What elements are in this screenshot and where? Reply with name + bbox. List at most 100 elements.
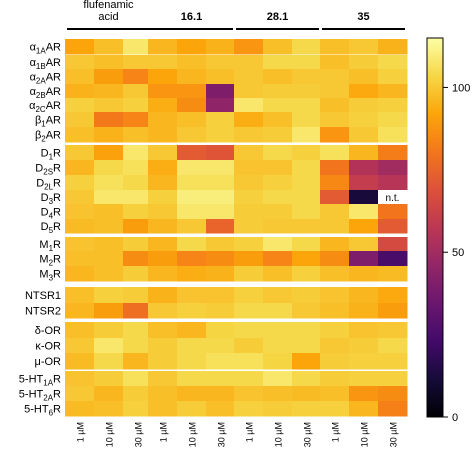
colorbar-tick-label: 0 bbox=[452, 412, 458, 424]
heatmap-cell bbox=[292, 204, 322, 220]
heatmap-cell bbox=[263, 175, 293, 191]
heatmap-cell bbox=[349, 98, 379, 113]
heatmap-cell bbox=[177, 127, 207, 143]
group-label: 35 bbox=[357, 11, 369, 23]
heatmap-cell bbox=[234, 322, 264, 339]
heatmap-cell bbox=[206, 145, 236, 161]
heatmap-cell bbox=[349, 371, 379, 387]
heatmap-cell bbox=[292, 160, 322, 176]
heatmap-cell bbox=[94, 287, 124, 304]
heatmap-cell bbox=[234, 98, 264, 113]
heatmap-cell bbox=[292, 266, 322, 282]
heatmap-cell bbox=[94, 371, 124, 387]
heatmap-cell bbox=[94, 251, 124, 267]
x-tick-labels: 1 µM 10 µM 30 µM 1 µM 10 µM 30 µM 1 µM 10 µM 30 … bbox=[76, 422, 399, 447]
heatmap-cell bbox=[320, 55, 350, 70]
heatmap-cell bbox=[65, 190, 95, 205]
heatmap-cell bbox=[263, 287, 293, 304]
heatmap-cell bbox=[234, 84, 264, 99]
heatmap-cell bbox=[234, 237, 264, 252]
heatmap-cell bbox=[65, 39, 95, 55]
row-label: κ-OR bbox=[35, 341, 61, 353]
heatmap-cell bbox=[148, 371, 178, 387]
heatmap-cell bbox=[123, 251, 153, 267]
heatmap-cells: n.t. bbox=[65, 39, 408, 417]
heatmap-cell bbox=[234, 145, 264, 161]
heatmap-cell bbox=[206, 84, 236, 99]
heatmap-cell bbox=[292, 303, 322, 319]
heatmap-cell bbox=[378, 251, 408, 267]
heatmap-cell bbox=[177, 371, 207, 387]
heatmap-cell bbox=[263, 237, 293, 252]
heatmap-cell bbox=[65, 371, 95, 387]
heatmap-cell bbox=[378, 237, 408, 252]
heatmap-cell bbox=[94, 386, 124, 402]
row-label: D1R bbox=[41, 148, 61, 162]
heatmap-cell bbox=[234, 371, 264, 387]
heatmap-cell bbox=[263, 69, 293, 85]
x-tick-label: 30 µM bbox=[303, 422, 313, 447]
heatmap-cell bbox=[94, 303, 124, 319]
x-tick-label: 1 µM bbox=[159, 422, 169, 442]
group-label: 16.1 bbox=[181, 11, 202, 23]
row-label: D3R bbox=[41, 192, 61, 206]
heatmap-cell bbox=[206, 251, 236, 267]
row-label: β2AR bbox=[35, 130, 61, 144]
x-tick-label: 10 µM bbox=[105, 422, 115, 447]
heatmap-cell bbox=[65, 338, 95, 354]
heatmap-cell bbox=[206, 401, 236, 417]
heatmap-cell bbox=[148, 266, 178, 282]
group-label: 28.1 bbox=[267, 11, 288, 23]
heatmap-cell bbox=[320, 353, 350, 370]
heatmap-cell bbox=[234, 204, 264, 220]
heatmap-cell bbox=[378, 353, 408, 370]
row-label: α1AAR bbox=[30, 42, 61, 56]
heatmap-cell bbox=[177, 287, 207, 304]
heatmap-cell bbox=[263, 190, 293, 205]
heatmap-cell bbox=[349, 287, 379, 304]
heatmap-cell bbox=[65, 266, 95, 282]
heatmap-cell bbox=[349, 303, 379, 319]
heatmap-cell bbox=[378, 401, 408, 417]
heatmap-cell bbox=[65, 160, 95, 176]
heatmap-cell bbox=[206, 266, 236, 282]
heatmap-cell bbox=[94, 127, 124, 143]
heatmap-cell bbox=[292, 237, 322, 252]
heatmap-cell bbox=[177, 55, 207, 70]
heatmap-cell bbox=[65, 251, 95, 267]
heatmap-cell bbox=[148, 145, 178, 161]
heatmap-cell bbox=[320, 69, 350, 85]
heatmap-cell bbox=[206, 160, 236, 176]
row-label: 5-HT2AR bbox=[19, 389, 61, 403]
heatmap-cell bbox=[263, 204, 293, 220]
heatmap-cell bbox=[177, 353, 207, 370]
group-label: acid bbox=[98, 11, 118, 23]
heatmap-cell bbox=[378, 266, 408, 282]
heatmap-cell bbox=[292, 322, 322, 339]
heatmap-cell bbox=[378, 127, 408, 143]
heatmap-cell bbox=[320, 190, 350, 205]
heatmap-cell bbox=[148, 287, 178, 304]
row-label: μ-OR bbox=[34, 356, 61, 368]
row-label: D5R bbox=[41, 221, 61, 235]
heatmap-cell bbox=[263, 160, 293, 176]
heatmap-cell bbox=[234, 353, 264, 370]
heatmap-cell bbox=[177, 266, 207, 282]
heatmap-cell bbox=[123, 237, 153, 252]
heatmap-cell bbox=[378, 39, 408, 55]
heatmap-cell bbox=[123, 204, 153, 220]
heatmap-cell bbox=[206, 190, 236, 205]
heatmap-cell bbox=[378, 69, 408, 85]
heatmap-cell bbox=[177, 84, 207, 99]
x-tick-label: 10 µM bbox=[274, 422, 284, 447]
x-tick-label: 1 µM bbox=[331, 422, 341, 442]
heatmap-cell bbox=[94, 175, 124, 191]
heatmap-cell bbox=[234, 55, 264, 70]
heatmap-cell bbox=[292, 353, 322, 370]
group-label: flufenamic bbox=[83, 0, 134, 11]
colorbar-tick-label: 100 bbox=[452, 82, 470, 94]
heatmap-cell bbox=[123, 401, 153, 417]
row-label: NTSR1 bbox=[25, 290, 61, 302]
heatmap-cell bbox=[263, 145, 293, 161]
heatmap-cell bbox=[123, 160, 153, 176]
